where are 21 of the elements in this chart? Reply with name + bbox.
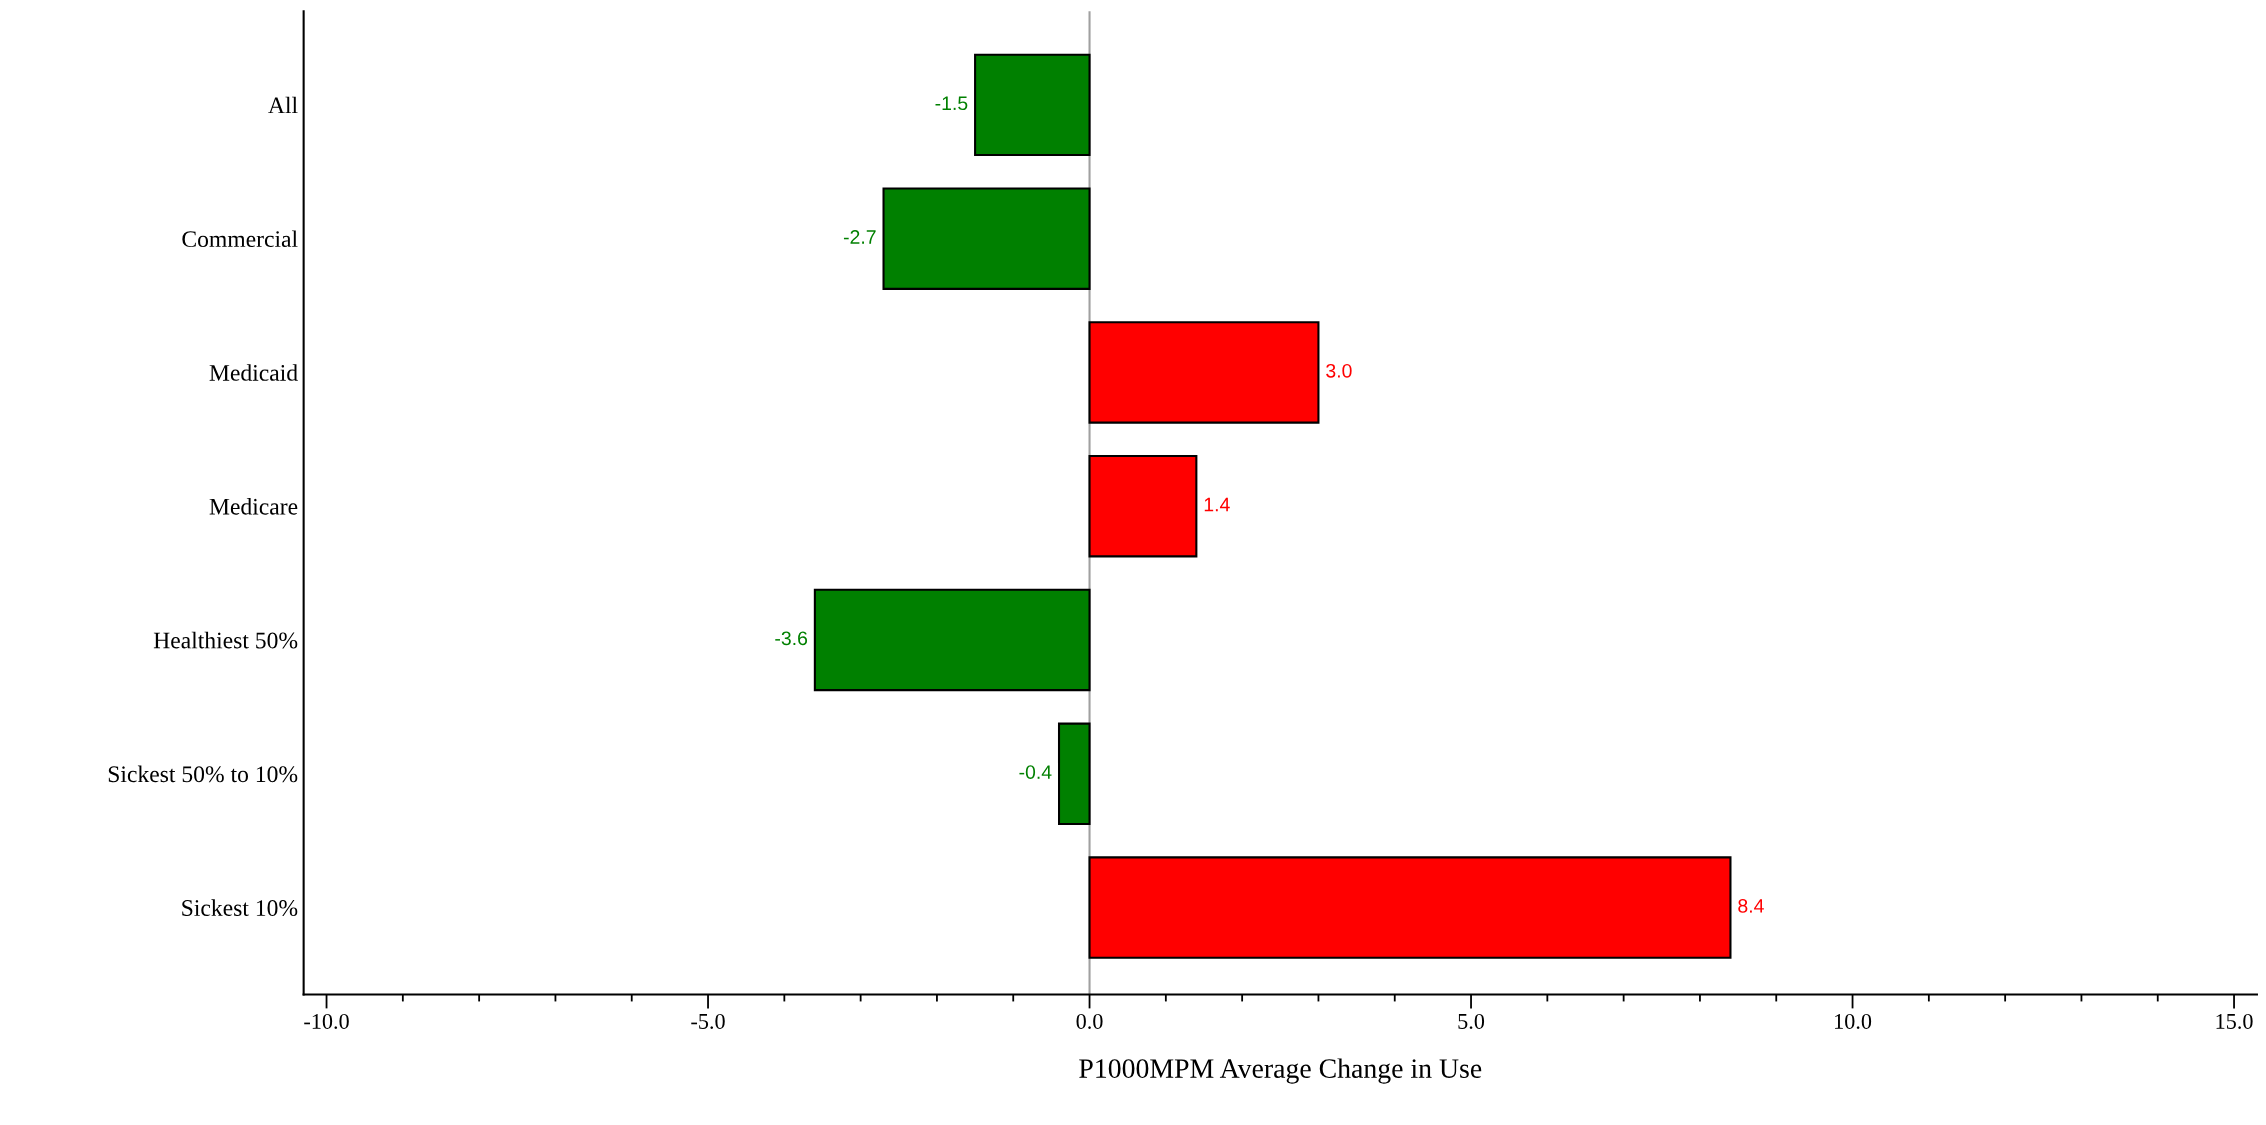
x-tick-label: 15.0	[2216, 1013, 2253, 1029]
data-label: 1.4	[1204, 497, 1230, 512]
data-label: -2.7	[843, 230, 876, 244]
x-tick-label: -5.0	[691, 1013, 725, 1029]
y-tick-label: Sickest 10%	[182, 899, 298, 917]
x-tick-label: 0.0	[1076, 1013, 1103, 1029]
y-tick-label: Medicaid	[209, 364, 298, 381]
data-label: -0.4	[1019, 765, 1052, 779]
y-tick-label: Medicare	[209, 498, 298, 515]
x-tick-label: 10.0	[1835, 1013, 1872, 1029]
y-tick-label: Commercial	[182, 230, 298, 248]
y-tick-label: All	[268, 96, 298, 114]
y-tick-label: Sickest 50% to 10%	[108, 765, 298, 783]
data-label: 8.4	[1738, 899, 1764, 913]
y-tick-label: Healthiest 50%	[153, 631, 298, 649]
x-axis-title: P1000MPM Average Change in Use	[1079, 1058, 1482, 1084]
x-tick-label: -10.0	[304, 1013, 349, 1029]
x-tick-label: 5.0	[1458, 1013, 1485, 1029]
data-label: 3.0	[1326, 363, 1352, 378]
data-label: -1.5	[935, 96, 968, 111]
data-label: -3.6	[775, 631, 808, 646]
